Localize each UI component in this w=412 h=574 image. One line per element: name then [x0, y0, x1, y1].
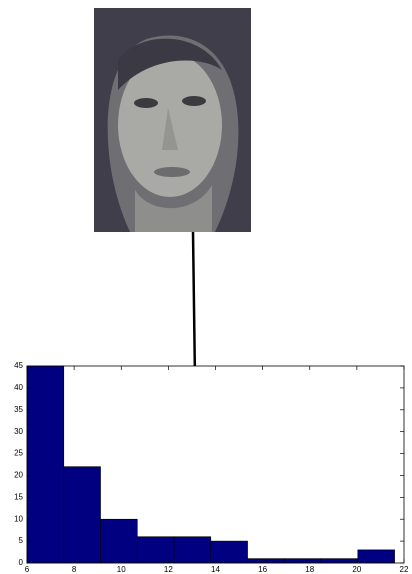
x-tick-label: 12 [164, 565, 173, 574]
x-tick-label: 10 [117, 565, 126, 574]
y-tick-label: 45 [14, 361, 23, 370]
bar [284, 559, 321, 563]
y-tick-label: 15 [14, 492, 23, 501]
figure: 0 5 10 15 20 25 30 35 40 45 6 8 10 12 14 16 18 20 22 [0, 0, 412, 574]
x-tick-label: 20 [352, 565, 361, 574]
arrow [193, 232, 195, 380]
y-tick-label: 25 [14, 449, 23, 458]
histogram: 0 5 10 15 20 25 30 35 40 45 6 8 10 12 14 16 18 20 22 [14, 361, 409, 574]
bar [321, 559, 358, 563]
bar [174, 537, 211, 563]
x-tick-label: 6 [25, 565, 30, 574]
x-tick-label: 22 [400, 565, 409, 574]
y-tick-label: 35 [14, 405, 23, 414]
y-tick-label: 5 [19, 536, 24, 545]
bar [27, 366, 64, 563]
face-image [94, 8, 251, 232]
bar [64, 467, 101, 563]
bar [101, 519, 138, 563]
bar [211, 541, 248, 563]
y-tick-label: 30 [14, 427, 23, 436]
y-tick-label: 0 [19, 558, 24, 567]
x-tick-label: 8 [72, 565, 77, 574]
y-tick-label: 20 [14, 471, 23, 480]
page: 0510152025303540456810121416182022 (() =… [0, 0, 412, 574]
bar [248, 559, 285, 563]
bar [358, 550, 395, 563]
y-tick-label: 40 [14, 383, 23, 392]
x-tick-label: 18 [305, 565, 314, 574]
x-tick-label: 14 [211, 565, 220, 574]
y-tick-label: 10 [14, 514, 23, 523]
x-tick-label: 16 [258, 565, 267, 574]
